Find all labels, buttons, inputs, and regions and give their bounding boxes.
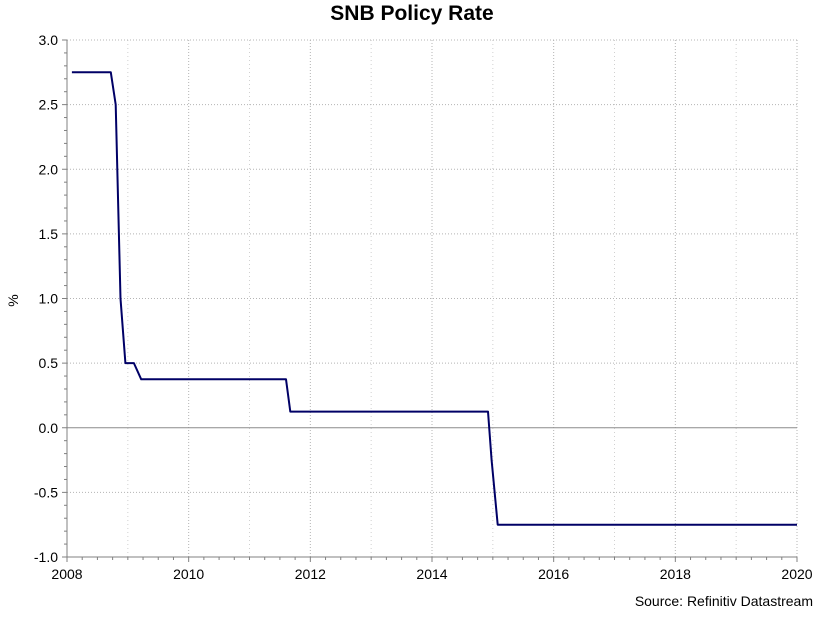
series-group: [71, 71, 797, 526]
y-axis-ticks: -1.0 -0.5 0.0 0.5 1.0 1.5 2.0 2.5 3.0: [34, 32, 67, 565]
y-tick-label: 3.0: [39, 32, 59, 48]
y-tick-label: 1.5: [39, 226, 59, 242]
y-tick-label: 0.0: [39, 420, 59, 436]
y-axis-label: %: [5, 294, 21, 306]
y-tick-label: 2.5: [39, 97, 59, 113]
chart-title: SNB Policy Rate: [330, 2, 493, 25]
x-tick-label: 2012: [295, 566, 326, 582]
x-tick-label: 2008: [51, 566, 82, 582]
x-tick-label: 2020: [781, 566, 812, 582]
y-tick-label: 0.5: [39, 355, 59, 371]
series-line: [71, 71, 797, 526]
x-tick-label: 2018: [660, 566, 691, 582]
y-tick-label: -0.5: [34, 484, 58, 500]
y-tick-label: 2.0: [39, 161, 59, 177]
x-tick-label: 2016: [538, 566, 569, 582]
x-tick-label: 2014: [416, 566, 447, 582]
x-tick-label: 2010: [173, 566, 204, 582]
x-axis-ticks: 2008 2010 2012 2014 2016 2018 2020: [51, 557, 813, 582]
grid: [67, 39, 798, 557]
y-tick-label: 1.0: [39, 291, 59, 307]
source-note: Source: Refinitiv Datastream: [635, 593, 813, 609]
y-tick-label: -1.0: [34, 549, 58, 565]
